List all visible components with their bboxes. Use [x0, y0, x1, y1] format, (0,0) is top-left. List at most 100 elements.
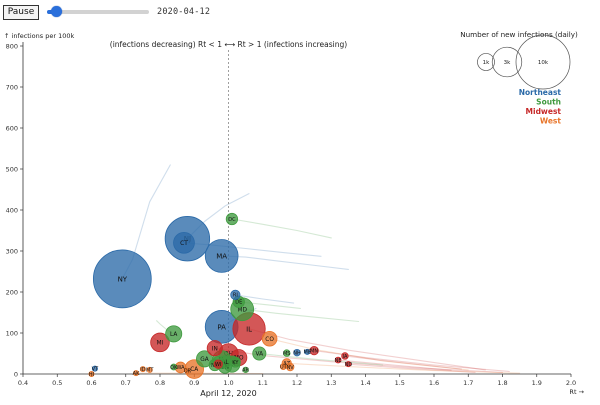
- state-label-in: IN: [212, 346, 218, 352]
- slider-track: [47, 10, 149, 14]
- state-bubble-me[interactable]: [304, 348, 311, 355]
- bubbles-layer: NYNJMAPAILMDCTOHMICAFLLAGAMOTXINCOVATNAL…: [88, 212, 352, 379]
- state-label-de: DE: [235, 300, 242, 306]
- state-bubble-or[interactable]: [184, 367, 191, 374]
- state-label-mi: MI: [157, 341, 164, 347]
- size-legend-label-1k: 1k: [483, 60, 490, 66]
- state-label-ri: RI: [233, 293, 238, 299]
- x-tick-label: 0.6: [86, 379, 96, 387]
- state-bubble-ga[interactable]: [196, 350, 214, 368]
- legend-west: West: [540, 117, 562, 126]
- state-bubble-wi[interactable]: [213, 359, 223, 369]
- y-tick-label: 200: [6, 288, 18, 296]
- reference-annotation: (infections decreasing) Rt < 1 ⟷ Rt > 1 …: [110, 40, 347, 49]
- state-label-wa: WA: [177, 365, 186, 371]
- current-date-label: 2020-04-12: [157, 7, 211, 17]
- y-tick-label: 500: [6, 165, 18, 173]
- trail-md: [241, 308, 360, 323]
- x-axis-label: Rt →: [569, 388, 584, 396]
- trail-mn: [313, 350, 510, 373]
- size-legend-circle-3k: [491, 46, 523, 78]
- trail-in: [214, 347, 504, 373]
- trail-va: [258, 352, 384, 366]
- state-bubble-ky[interactable]: [229, 356, 241, 368]
- state-bubble-mi[interactable]: [150, 332, 170, 353]
- size-legend-title: Number of new infections (daily): [460, 30, 578, 39]
- x-tick-label: 0.5: [52, 379, 62, 387]
- x-tick-label: 1.5: [395, 379, 405, 387]
- state-bubble-co[interactable]: [261, 330, 278, 347]
- state-bubble-nd[interactable]: [345, 361, 352, 368]
- animation-controls: Pause 2020-04-12: [0, 4, 210, 20]
- state-label-or: OR: [184, 369, 192, 375]
- trail-dc: [231, 218, 332, 239]
- state-bubble-nh[interactable]: [293, 348, 301, 357]
- trail-ma: [221, 255, 349, 270]
- x-tick-label: 1.1: [258, 379, 268, 387]
- size-legend-label-3k: 3k: [504, 60, 511, 66]
- x-tick-label: 0.8: [155, 379, 165, 387]
- y-tick-label: 700: [6, 83, 18, 91]
- state-bubble-ak[interactable]: [133, 370, 140, 377]
- size-legend-circle-1k: [477, 53, 495, 71]
- x-tick-label: 0.9: [189, 379, 199, 387]
- legend-midwest: Midwest: [526, 107, 562, 116]
- trails-layer: [121, 164, 521, 375]
- trail-nd: [347, 363, 476, 373]
- state-bubble-ar[interactable]: [242, 366, 249, 373]
- state-bubble-ia[interactable]: [341, 352, 349, 360]
- state-bubble-id[interactable]: [139, 366, 146, 373]
- y-tick-label: 0: [14, 370, 18, 378]
- state-label-ma: MA: [216, 252, 227, 260]
- state-bubble-vt[interactable]: [91, 365, 98, 372]
- state-label-ar: AR: [242, 368, 249, 374]
- state-label-mn: MN: [310, 348, 318, 354]
- state-bubble-hi[interactable]: [88, 370, 95, 377]
- state-bubble-mt[interactable]: [146, 366, 153, 373]
- state-label-id: ID: [140, 367, 145, 373]
- state-bubble-ok[interactable]: [170, 363, 178, 371]
- legend-south: South: [536, 98, 561, 107]
- state-label-md: MD: [237, 307, 247, 313]
- state-bubble-dc[interactable]: [225, 212, 239, 226]
- state-label-nv: NV: [287, 365, 295, 371]
- x-tick-label: 0.4: [18, 379, 28, 387]
- y-tick-label: 800: [6, 42, 18, 50]
- pause-button[interactable]: Pause: [3, 4, 39, 20]
- state-bubble-ma[interactable]: [204, 239, 239, 273]
- state-bubble-ct[interactable]: [173, 231, 195, 254]
- x-tick-label: 1.4: [360, 379, 370, 387]
- state-bubble-la[interactable]: [165, 325, 183, 343]
- state-bubble-ne[interactable]: [334, 356, 342, 364]
- state-bubble-ny[interactable]: [92, 249, 152, 309]
- state-label-ne: NE: [335, 358, 342, 364]
- state-label-ms: MS: [283, 351, 291, 357]
- slider-thumb[interactable]: [51, 6, 63, 17]
- state-bubble-ms[interactable]: [283, 349, 291, 357]
- state-bubble-ri[interactable]: [230, 289, 241, 300]
- state-label-hi: HI: [89, 372, 94, 378]
- state-label-dc: DC: [228, 217, 236, 223]
- state-bubble-in[interactable]: [206, 340, 223, 357]
- y-tick-label: 400: [6, 206, 18, 214]
- state-label-wi: WI: [215, 362, 221, 368]
- state-label-ut: UT: [280, 364, 288, 370]
- state-label-ct: CT: [180, 241, 188, 247]
- x-tick-label: 1.3: [326, 379, 336, 387]
- state-label-la: LA: [170, 332, 177, 338]
- state-label-mt: MT: [146, 368, 154, 374]
- state-label-pa: PA: [217, 323, 226, 331]
- x-tick-label: 1.9: [532, 379, 542, 387]
- legend: Number of new infections (daily) 1k 3k 10k N…: [460, 30, 578, 126]
- x-tick-label: 1.8: [497, 379, 507, 387]
- state-bubble-va[interactable]: [252, 346, 267, 361]
- date-slider[interactable]: [47, 6, 149, 18]
- state-label-va: VA: [256, 352, 264, 358]
- state-label-vt: VT: [92, 366, 99, 372]
- x-tick-label: 1.2: [292, 379, 302, 387]
- axes-layer: 0.4 0.5 0.6 0.7 0.8 0.9 1.0 1.1 1.2 1.3 1.4 1.5 1.6 1…: [6, 42, 576, 387]
- state-bubble-ut[interactable]: [279, 363, 287, 370]
- size-legend-circle-10k: [515, 34, 571, 90]
- state-label-ga: GA: [200, 357, 208, 363]
